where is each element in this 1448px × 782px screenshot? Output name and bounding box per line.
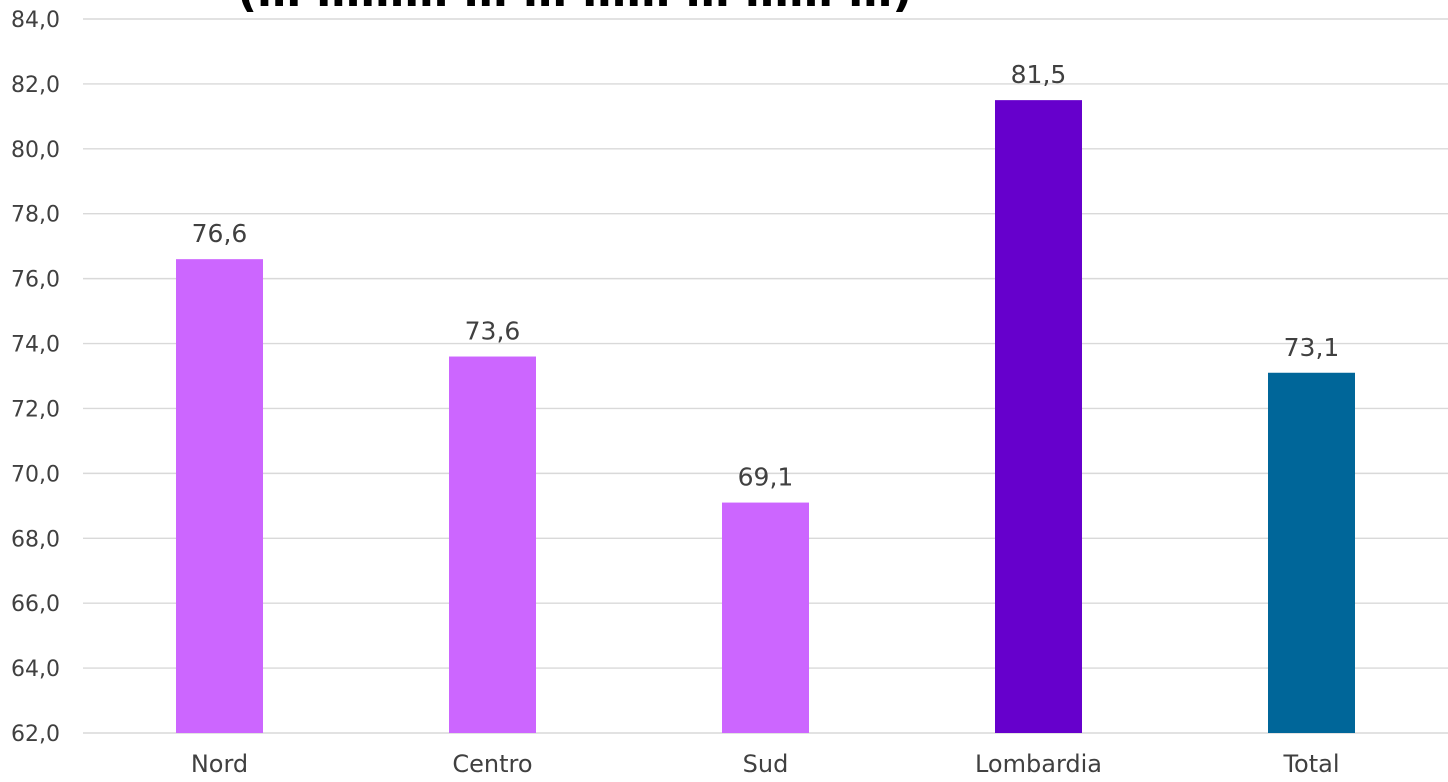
x-category-label: Centro (452, 750, 532, 778)
y-tick-label: 64,0 (11, 657, 60, 682)
x-category-label: Lombardia (975, 750, 1102, 778)
y-tick-label: 74,0 (11, 333, 60, 358)
y-tick-label: 62,0 (11, 722, 60, 747)
y-tick-label: 66,0 (11, 592, 60, 617)
gridlines (83, 18, 1448, 734)
y-tick-label: 80,0 (11, 138, 60, 163)
bar-total (1268, 372, 1355, 733)
data-label: 69,1 (738, 463, 794, 492)
x-category-label: Total (1282, 750, 1339, 778)
y-tick-label: 78,0 (11, 203, 60, 228)
bars (176, 100, 1355, 734)
data-label: 73,1 (1284, 333, 1340, 362)
y-tick-label: 84,0 (11, 8, 60, 33)
bar-lombardia (995, 100, 1082, 734)
y-tick-label: 82,0 (11, 73, 60, 98)
data-label: 76,6 (192, 219, 248, 248)
x-category-label: Nord (191, 750, 248, 778)
y-tick-label: 76,0 (11, 268, 60, 293)
chart-title-layer: (… ……… … … …… … …… …) (237, 0, 912, 17)
y-tick-label: 68,0 (11, 527, 60, 552)
chart-title: (… ……… … … …… … …… …) (237, 0, 912, 17)
bar-sud (722, 502, 809, 733)
data-label: 81,5 (1011, 60, 1067, 89)
bar-centro (449, 356, 536, 733)
x-category-label: Sud (743, 750, 789, 778)
bar-nord (176, 259, 263, 733)
x-axis-categories: Nord Centro Sud Lombardia Total (191, 750, 1340, 778)
y-tick-label: 70,0 (11, 462, 60, 487)
data-label: 73,6 (465, 317, 521, 346)
data-labels: 76,6 73,6 69,1 81,5 73,1 (192, 60, 1340, 491)
y-axis-ticks: 62,0 64,0 66,0 68,0 70,0 72,0 74,0 76,0 78,0 80,0… (11, 8, 60, 747)
y-tick-label: 72,0 (11, 397, 60, 422)
